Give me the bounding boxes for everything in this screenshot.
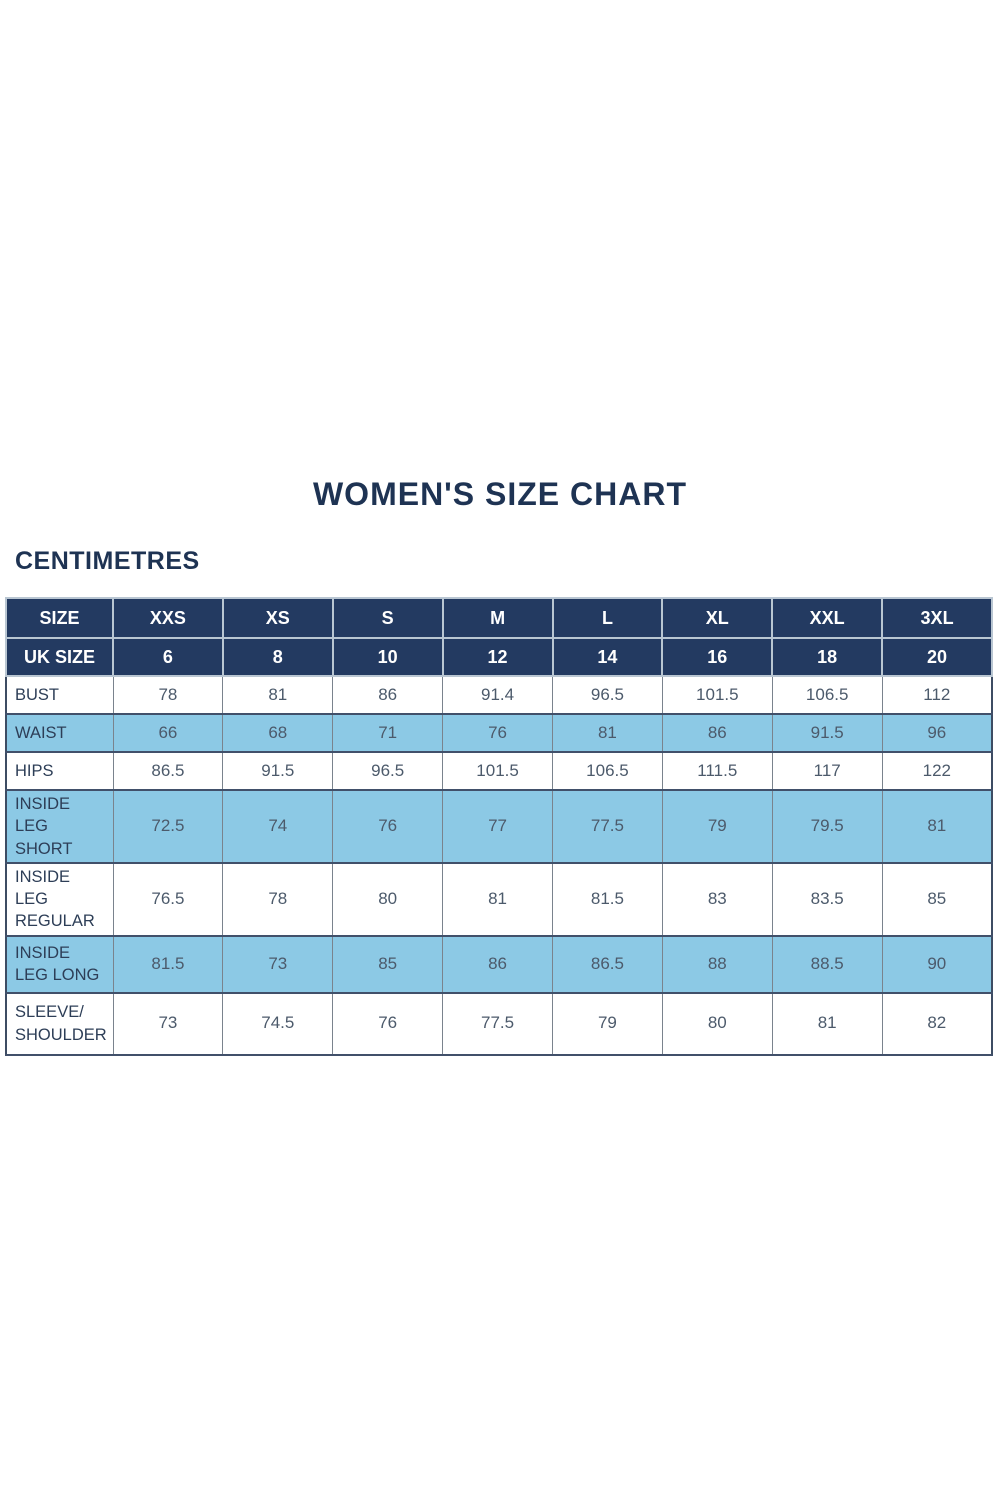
table-cell: 101.5 (661, 675, 773, 715)
table-cell: 85 (332, 934, 444, 994)
table-cell: 76 (332, 991, 444, 1056)
table-cell: 76.5 (112, 861, 224, 937)
row-label: SLEEVE/ SHOULDER (5, 991, 114, 1056)
table-cell: 81 (771, 991, 883, 1056)
table-cell: 77.5 (552, 789, 663, 864)
row-label: WAIST (5, 713, 114, 753)
table-cell: 86.5 (552, 934, 663, 994)
row-label: BUST (5, 675, 114, 715)
table-row-inside-leg-short: INSIDE LEG SHORT 72.5 74 76 77 77.5 79 7… (5, 789, 993, 864)
uk-size-value: 8 (221, 637, 334, 677)
table-cell: 81 (222, 675, 334, 715)
header-cell-m: M (441, 597, 554, 639)
table-cell: 91.4 (442, 675, 553, 715)
table-cell: 106.5 (771, 675, 883, 715)
table-row-waist: WAIST 66 68 71 76 81 86 91.5 96 (5, 713, 993, 753)
table-cell: 76 (442, 713, 553, 753)
uk-size-value: 20 (881, 637, 993, 677)
size-chart-table: SIZE XXS XS S M L XL XXL 3XL UK SIZE 6 8… (5, 597, 993, 1056)
table-cell: 91.5 (222, 751, 334, 791)
table-cell: 79 (552, 991, 663, 1056)
table-cell: 111.5 (661, 751, 773, 791)
table-cell: 122 (881, 751, 993, 791)
uk-size-value: 6 (112, 637, 224, 677)
table-cell: 81.5 (112, 934, 224, 994)
header-cell-xs: XS (221, 597, 334, 639)
table-cell: 83.5 (771, 861, 883, 937)
header-cell-l: L (551, 597, 664, 639)
table-cell: 96 (881, 713, 993, 753)
header-cell-xxl: XXL (771, 597, 884, 639)
table-row-inside-leg-regular: INSIDE LEG REGULAR 76.5 78 80 81 81.5 83… (5, 861, 993, 937)
table-cell: 112 (881, 675, 993, 715)
table-cell: 79 (661, 789, 773, 864)
table-cell: 72.5 (112, 789, 224, 864)
table-cell: 81 (442, 861, 553, 937)
table-cell: 68 (222, 713, 334, 753)
table-cell: 80 (661, 991, 773, 1056)
table-cell: 78 (112, 675, 224, 715)
table-cell: 82 (881, 991, 993, 1056)
size-header-row: SIZE XXS XS S M L XL XXL 3XL (5, 597, 993, 639)
row-label: INSIDE LEG REGULAR (5, 861, 114, 937)
table-cell: 96.5 (552, 675, 663, 715)
table-cell: 88 (661, 934, 773, 994)
table-cell: 86 (661, 713, 773, 753)
uk-size-label: UK SIZE (5, 637, 114, 677)
table-cell: 86.5 (112, 751, 224, 791)
row-label: HIPS (5, 751, 114, 791)
table-cell: 77.5 (442, 991, 553, 1056)
header-cell-xl: XL (661, 597, 774, 639)
table-cell: 66 (112, 713, 224, 753)
header-cell-size: SIZE (5, 597, 114, 639)
table-row-hips: HIPS 86.5 91.5 96.5 101.5 106.5 111.5 11… (5, 751, 993, 791)
table-cell: 81.5 (552, 861, 663, 937)
header-cell-3xl: 3XL (881, 597, 993, 639)
table-cell: 74 (222, 789, 334, 864)
uk-size-value: 18 (771, 637, 884, 677)
table-cell: 90 (881, 934, 993, 994)
table-cell: 71 (332, 713, 444, 753)
table-cell: 77 (442, 789, 553, 864)
table-cell: 117 (771, 751, 883, 791)
table-cell: 86 (332, 675, 444, 715)
page-title: WOMEN'S SIZE CHART (312, 476, 688, 512)
uk-size-value: 16 (661, 637, 774, 677)
table-cell: 74.5 (222, 991, 334, 1056)
row-label: INSIDE LEG SHORT (5, 789, 114, 864)
uk-size-value: 14 (551, 637, 664, 677)
header-cell-xxs: XXS (112, 597, 224, 639)
header-cell-s: S (331, 597, 444, 639)
table-cell: 88.5 (771, 934, 883, 994)
table-cell: 73 (112, 991, 224, 1056)
table-cell: 80 (332, 861, 444, 937)
table-cell: 78 (222, 861, 334, 937)
uk-size-row: UK SIZE 6 8 10 12 14 16 18 20 (5, 637, 993, 677)
table-row-sleeve-shoulder: SLEEVE/ SHOULDER 73 74.5 76 77.5 79 80 8… (5, 991, 993, 1056)
table-cell: 85 (881, 861, 993, 937)
table-cell: 76 (332, 789, 444, 864)
table-cell: 81 (881, 789, 993, 864)
table-cell: 106.5 (552, 751, 663, 791)
table-row-bust: BUST 78 81 86 91.4 96.5 101.5 106.5 112 (5, 675, 993, 715)
table-cell: 81 (552, 713, 663, 753)
uk-size-value: 10 (331, 637, 444, 677)
table-cell: 96.5 (332, 751, 444, 791)
table-row-inside-leg-long: INSIDE LEG LONG 81.5 73 85 86 86.5 88 88… (5, 934, 993, 994)
table-cell: 83 (661, 861, 773, 937)
table-cell: 79.5 (771, 789, 883, 864)
row-label: INSIDE LEG LONG (5, 934, 114, 994)
uk-size-value: 12 (441, 637, 554, 677)
table-cell: 101.5 (442, 751, 553, 791)
table-cell: 73 (222, 934, 334, 994)
unit-label: CENTIMETRES (15, 547, 200, 575)
table-cell: 86 (442, 934, 553, 994)
table-cell: 91.5 (771, 713, 883, 753)
